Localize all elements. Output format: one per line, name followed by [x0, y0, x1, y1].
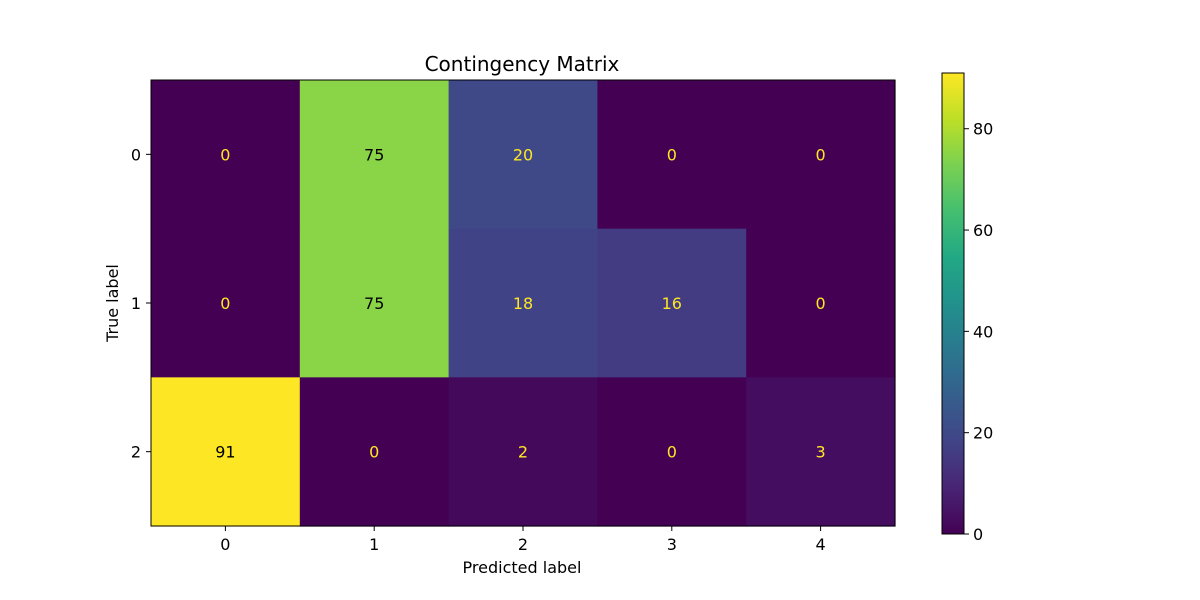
heatmap-cell-r0-c1 [299, 80, 450, 230]
cell-value-r2-c1: 0 [369, 443, 379, 462]
colorbar-gradient [942, 73, 964, 534]
colorbar-tick-label-0: 0 [973, 525, 983, 544]
heatmap-cell-r2-c2 [448, 377, 598, 527]
colorbar-ticks: 0 20 40 60 80 [964, 120, 993, 544]
x-axis-ticks: 0 1 2 3 4 [220, 526, 826, 554]
x-tick-label-4: 4 [816, 535, 826, 554]
x-tick-label-3: 3 [667, 535, 677, 554]
chart-title: Contingency Matrix [425, 52, 620, 76]
y-tick-label-2: 2 [131, 443, 141, 462]
y-axis-label: True label [103, 264, 122, 343]
cell-value-r0-c1: 75 [364, 145, 384, 164]
heatmap-cell-r2-c3 [597, 377, 747, 527]
colorbar-frame [941, 72, 965, 535]
heatmap-cell-r0-c2 [448, 80, 598, 230]
heatmap-cell-r0-c4 [746, 80, 896, 230]
cell-value-r0-c0: 0 [220, 145, 230, 164]
y-axis-ticks: 0 1 2 [131, 145, 151, 462]
cell-value-r1-c3: 16 [662, 294, 682, 313]
colorbar-tick-label-60: 60 [973, 221, 993, 240]
colorbar-tick-label-80: 80 [973, 120, 993, 139]
heatmap-cell-r1-c0 [151, 228, 301, 378]
heatmap-cell-r0-c3 [597, 80, 747, 230]
colorbar: 0 20 40 60 80 [941, 72, 993, 544]
heatmap-cell-r2-c0 [151, 377, 301, 527]
heatmap-cell-r2-c4 [746, 377, 896, 527]
cell-value-r1-c2: 18 [513, 294, 533, 313]
cell-value-r1-c0: 0 [220, 294, 230, 313]
heatmap-cell-r1-c3 [597, 228, 747, 378]
x-tick-label-0: 0 [220, 535, 230, 554]
cell-value-r2-c2: 2 [518, 443, 528, 462]
cell-value-r0-c3: 0 [667, 145, 677, 164]
heatmap-cells [151, 80, 896, 527]
cell-value-r2-c3: 0 [667, 443, 677, 462]
cell-value-r2-c4: 3 [816, 443, 826, 462]
cell-value-r1-c1: 75 [364, 294, 384, 313]
heatmap-cell-r2-c1 [299, 377, 450, 527]
x-tick-label-1: 1 [369, 535, 379, 554]
x-axis-label: Predicted label [463, 558, 582, 577]
heatmap-cell-labels: 0 75 20 0 00 75 18 16 091 0 2 0 3 [215, 145, 825, 461]
heatmap-cell-r1-c4 [746, 228, 896, 378]
cell-value-r1-c4: 0 [816, 294, 826, 313]
cell-value-r0-c2: 20 [513, 145, 533, 164]
colorbar-tick-label-40: 40 [973, 322, 993, 341]
y-tick-label-0: 0 [131, 145, 141, 164]
cell-value-r0-c4: 0 [816, 145, 826, 164]
y-tick-label-1: 1 [131, 294, 141, 313]
x-tick-label-2: 2 [518, 535, 528, 554]
heatmap-cell-r0-c0 [151, 80, 301, 230]
heatmap-cell-r1-c2 [448, 228, 598, 378]
cell-value-r2-c0: 91 [215, 443, 235, 462]
colorbar-tick-label-20: 20 [973, 424, 993, 443]
heatmap-cell-r1-c1 [299, 228, 450, 378]
